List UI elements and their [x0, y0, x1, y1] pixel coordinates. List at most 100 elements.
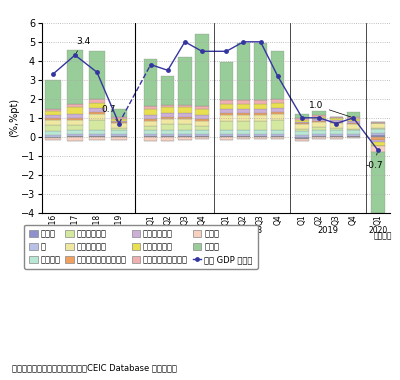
Bar — [254, 121, 267, 130]
Bar — [111, 117, 127, 119]
Bar — [330, 136, 343, 137]
Bar — [312, 137, 326, 139]
Bar — [195, 130, 209, 134]
Bar — [195, 109, 209, 115]
Bar — [178, 119, 192, 125]
Bar — [254, 104, 267, 109]
Bar — [237, 134, 250, 136]
Bar — [312, 130, 326, 134]
Text: 2019: 2019 — [317, 226, 338, 235]
Bar — [220, 100, 233, 104]
Bar — [89, 120, 105, 130]
Bar — [254, 43, 267, 100]
Text: 3.4: 3.4 — [76, 36, 90, 53]
Bar — [111, 122, 127, 128]
Bar — [45, 109, 61, 111]
Bar — [45, 131, 61, 135]
Bar — [195, 134, 209, 136]
Bar — [271, 137, 284, 139]
Bar — [295, 135, 309, 137]
Bar — [254, 109, 267, 113]
Text: 資料：シンガポール貿易産業省、CEIC Database から作成。: 資料：シンガポール貿易産業省、CEIC Database から作成。 — [12, 363, 177, 372]
Bar — [371, 146, 384, 152]
Text: 0.7: 0.7 — [102, 105, 117, 121]
Bar — [195, 106, 209, 109]
Bar — [347, 129, 360, 130]
Bar — [347, 137, 360, 138]
Bar — [312, 122, 326, 127]
Bar — [347, 130, 360, 134]
Bar — [295, 137, 309, 139]
Bar — [371, 137, 384, 140]
Bar — [67, 104, 83, 108]
Bar — [45, 111, 61, 115]
Bar — [178, 134, 192, 136]
Bar — [45, 118, 61, 120]
Bar — [254, 134, 267, 136]
Text: （年期）: （年期） — [374, 232, 392, 241]
Bar — [347, 136, 360, 137]
Bar — [237, 136, 250, 137]
Bar — [45, 120, 61, 125]
Bar — [45, 115, 61, 118]
Bar — [237, 130, 250, 134]
Bar — [271, 51, 284, 99]
Bar — [67, 134, 83, 136]
Bar — [67, 130, 83, 134]
Bar — [295, 118, 309, 120]
Bar — [330, 137, 343, 139]
Bar — [220, 104, 233, 109]
Bar — [178, 57, 192, 104]
Bar — [111, 109, 127, 117]
Text: 2020: 2020 — [368, 226, 388, 235]
Bar — [295, 114, 309, 118]
Bar — [254, 130, 267, 134]
Bar — [330, 120, 343, 122]
Bar — [144, 106, 157, 109]
Bar — [89, 130, 105, 134]
Bar — [195, 34, 209, 106]
Bar — [67, 120, 83, 125]
Bar — [371, 140, 384, 142]
Bar — [195, 119, 209, 121]
Bar — [347, 119, 360, 121]
Bar — [161, 125, 174, 130]
Bar — [195, 137, 209, 139]
Bar — [178, 117, 192, 119]
Bar — [312, 119, 326, 121]
Bar — [330, 128, 343, 130]
Bar — [312, 111, 326, 115]
Bar — [89, 134, 105, 136]
Bar — [295, 129, 309, 131]
Bar — [271, 114, 284, 120]
Bar — [178, 125, 192, 130]
Bar — [220, 136, 233, 137]
Bar — [161, 136, 174, 137]
Bar — [111, 119, 127, 121]
Bar — [89, 114, 105, 120]
Bar — [45, 137, 61, 138]
Text: 2018: 2018 — [242, 226, 262, 235]
Bar — [178, 105, 192, 108]
Bar — [295, 120, 309, 122]
Bar — [237, 121, 250, 130]
Bar — [330, 117, 343, 118]
Bar — [271, 120, 284, 130]
Bar — [45, 138, 61, 140]
Bar — [144, 134, 157, 136]
Bar — [220, 130, 233, 134]
Bar — [195, 121, 209, 127]
Bar — [111, 128, 127, 130]
Bar — [161, 76, 174, 104]
Bar — [237, 100, 250, 104]
Bar — [161, 134, 174, 136]
Bar — [67, 125, 83, 130]
Bar — [144, 130, 157, 134]
Bar — [312, 136, 326, 137]
Bar — [67, 114, 83, 118]
Bar — [178, 136, 192, 137]
Bar — [312, 127, 326, 130]
Text: 1.0: 1.0 — [310, 101, 351, 117]
Text: -0.7: -0.7 — [366, 153, 383, 169]
Bar — [295, 139, 309, 141]
